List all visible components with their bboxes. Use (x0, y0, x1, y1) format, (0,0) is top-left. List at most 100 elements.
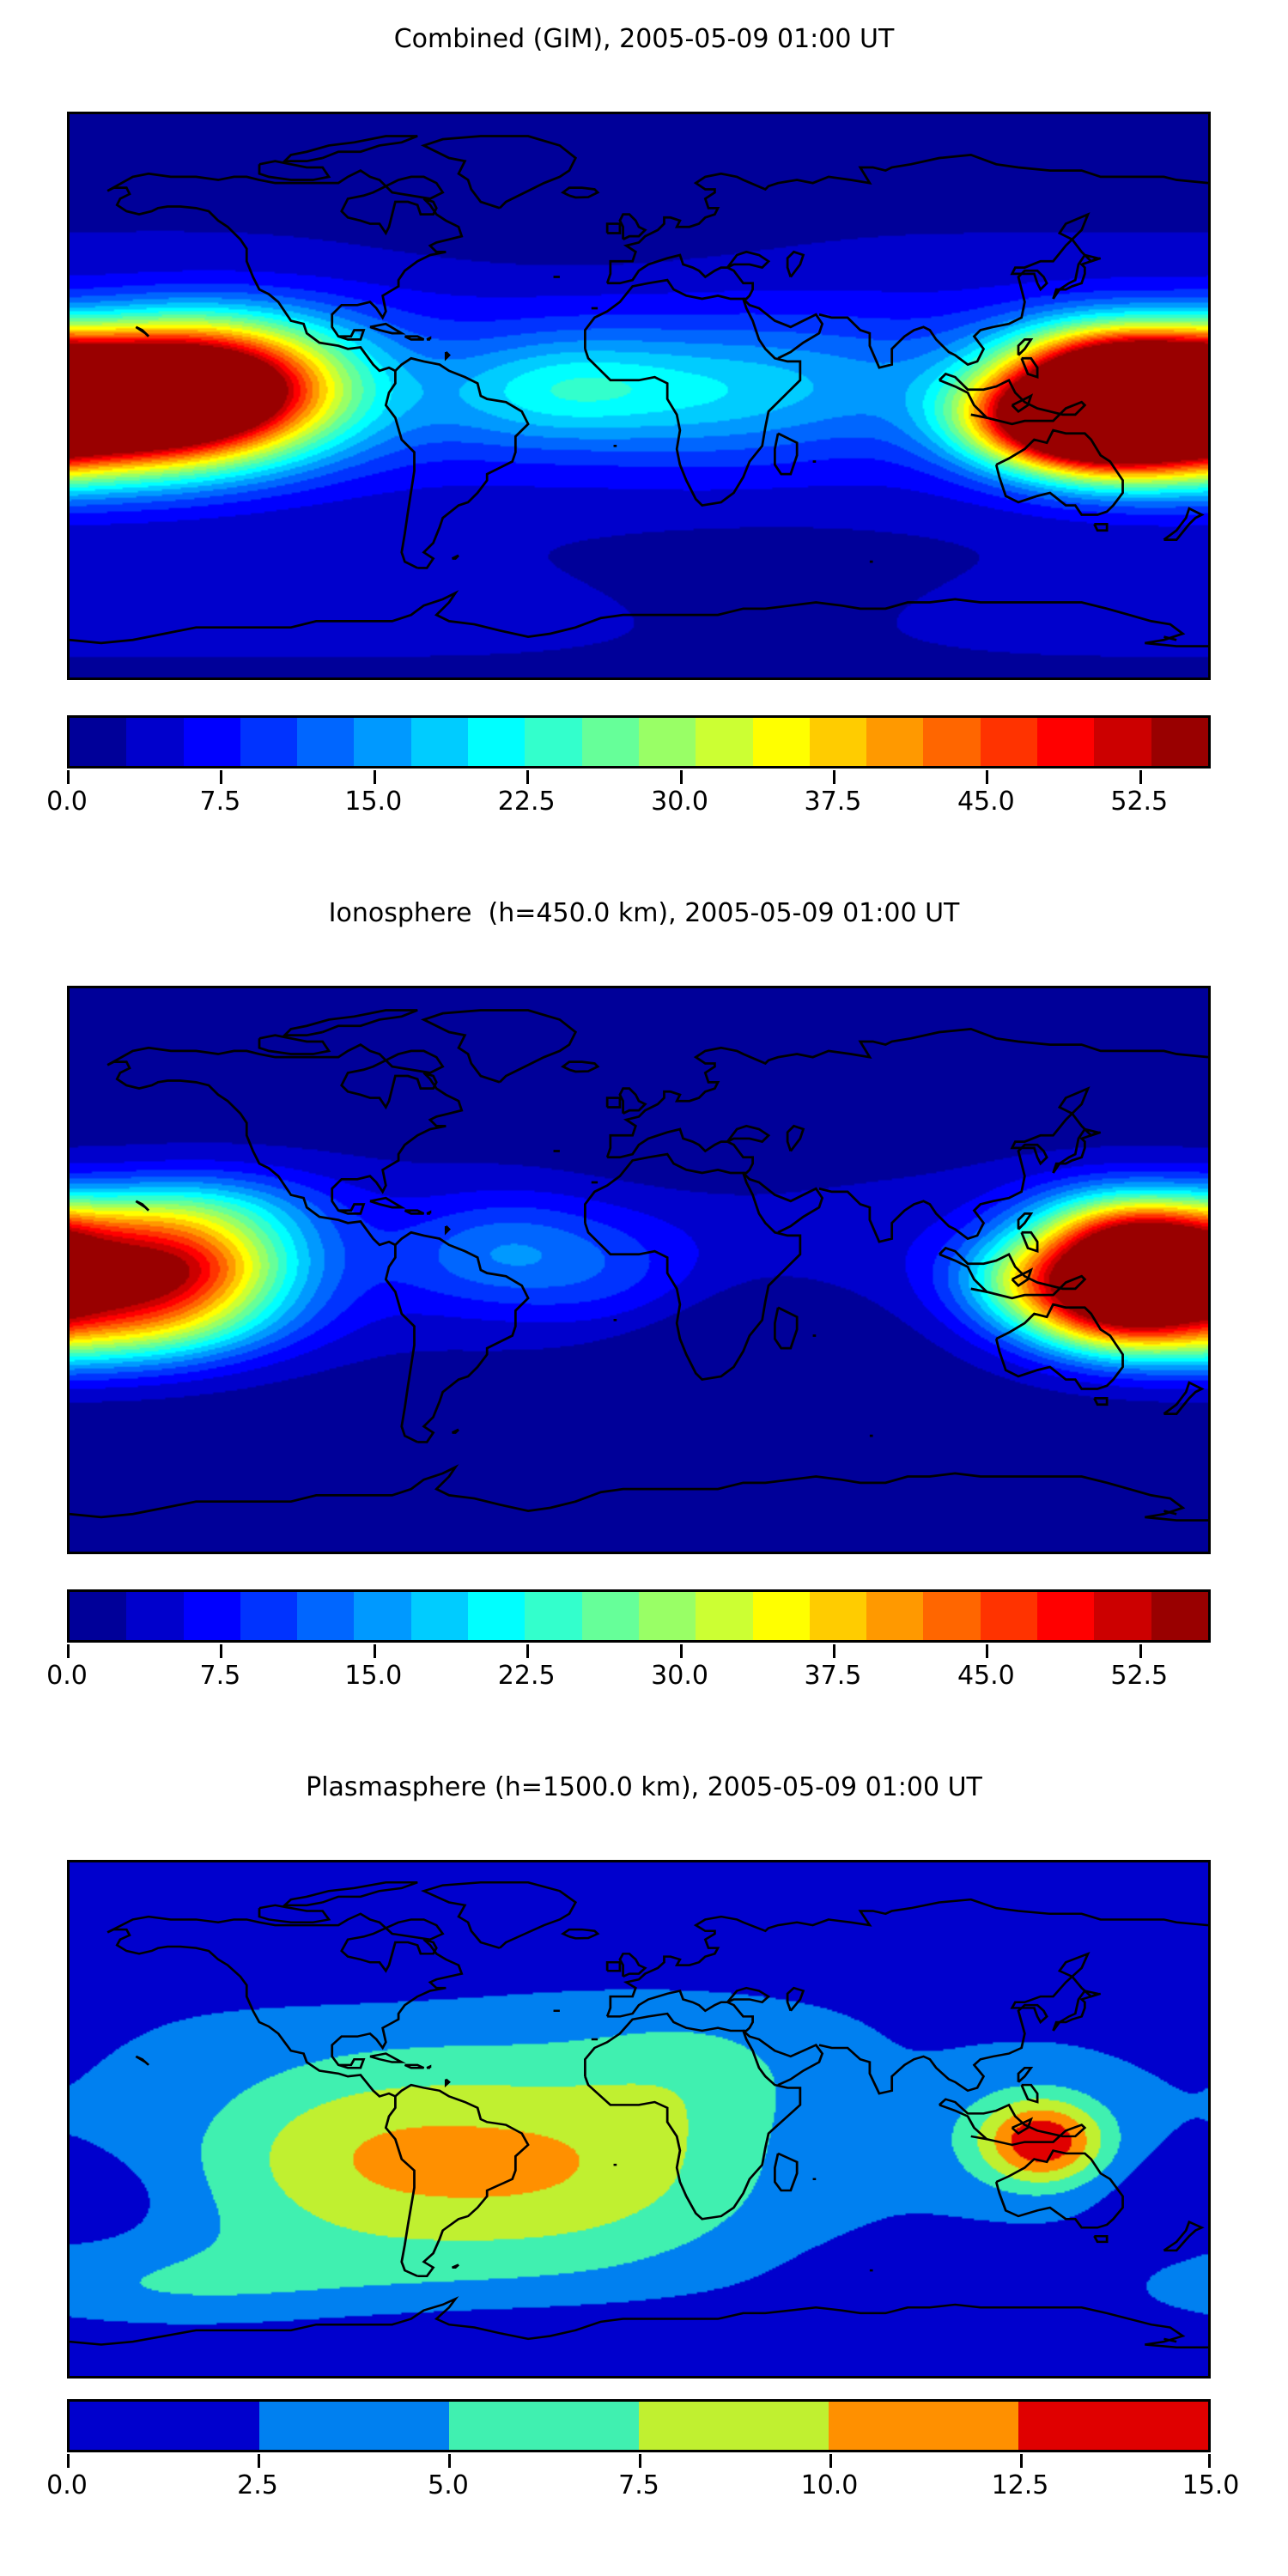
colorbar-tick-label: 22.5 (497, 1661, 556, 1691)
colorbar-tick-label: 52.5 (1110, 787, 1169, 817)
coastline-segment (394, 356, 530, 569)
colorbar-tick (373, 1644, 376, 1658)
coastline-segment (420, 135, 578, 210)
coastline-segment (404, 335, 425, 341)
coastline-segment (106, 1928, 418, 2277)
colorbar-tick-label: 0.0 (46, 1661, 88, 1691)
colorbar-tick-label: 30.0 (651, 787, 708, 817)
colorbar-band (639, 2402, 829, 2450)
coastline-segment (282, 1881, 418, 1907)
coastline-segment (584, 278, 802, 507)
colorbar-tick (220, 1644, 223, 1658)
colorbar-tick-label: 37.5 (804, 787, 862, 817)
coastline-segment (560, 186, 600, 199)
coastline-segment (1052, 253, 1102, 300)
coastline-segment (452, 554, 460, 560)
colorbar-tick (1208, 2454, 1211, 2468)
colorbar-tick (679, 1644, 683, 1658)
coastline-segment (818, 1086, 1102, 1243)
coastline-segment (282, 135, 418, 163)
colorbar-band (581, 1592, 639, 1640)
colorbar-band (70, 1592, 127, 1640)
coastline-segment (135, 1200, 150, 1212)
colorbar-band (638, 1592, 696, 1640)
coastlines-ionosphere (70, 988, 1208, 1552)
colorbar-ionosphere (67, 1589, 1211, 1643)
colorbar-band (468, 1592, 526, 1640)
coastline-segment (70, 1464, 1208, 1522)
coastline-segment (394, 1230, 530, 1443)
colorbar-band (468, 718, 526, 766)
coastline-segment (774, 1306, 799, 1350)
coastline-segment (106, 1060, 418, 1443)
coastlines-combined (70, 114, 1208, 677)
coastline-segment (786, 1124, 805, 1152)
coastline-segment (560, 1928, 600, 1940)
coastline-segment (258, 1034, 331, 1055)
coastline-segment (938, 1246, 1087, 1300)
coastline-segment (426, 2064, 432, 2069)
colorbar-band (923, 718, 981, 766)
coastline-segment (452, 1428, 460, 1434)
colorbar-band (752, 718, 810, 766)
coastline-segment (818, 1951, 1102, 2095)
colorbar-band (410, 1592, 469, 1640)
coastline-segment (605, 222, 622, 234)
panel-title-combined: Combined (GIM), 2005-05-09 01:00 UT (393, 24, 895, 54)
coastline-segment (444, 2078, 451, 2088)
coastline-segment (774, 432, 799, 476)
coastline-segment (970, 1287, 987, 1293)
coastline-segment (426, 336, 432, 341)
colorbar-band (1037, 718, 1095, 766)
colorbar-tick (220, 770, 223, 784)
colorbar-tick (67, 2454, 70, 2468)
coastline-segment (560, 1060, 600, 1073)
colorbar-tick (1139, 770, 1142, 784)
coastline-segment (1011, 393, 1034, 413)
colorbar-band (866, 1592, 924, 1640)
colorbar-tick (832, 1644, 835, 1658)
colorbar-tick-label: 37.5 (804, 1661, 862, 1691)
colorbar-band (70, 2402, 259, 2450)
colorbar-tick (639, 2454, 641, 2468)
coastline-segment (135, 325, 150, 337)
colorbar-band (297, 718, 355, 766)
coastline-segment (404, 1209, 425, 1215)
coastline-segment (618, 213, 647, 241)
coastline-segment (369, 1196, 406, 1209)
coastline-segment (1163, 1381, 1205, 1416)
coastline-segment (1011, 1267, 1034, 1287)
colorbar-band (449, 2402, 639, 2450)
colorbar-band (752, 1592, 810, 1640)
coastline-segment (369, 2052, 406, 2063)
coastline-segment (106, 186, 418, 569)
coastline-segment (444, 1225, 451, 1236)
coastline-segment (1163, 635, 1177, 641)
colorbar-tick (829, 2454, 832, 2468)
coastline-segment (106, 1043, 464, 1215)
coastline-segment (1052, 1990, 1102, 2032)
colorbar-tick-label: 7.5 (199, 787, 241, 817)
coastline-segment (1017, 2066, 1034, 2083)
colorbar-band (696, 718, 753, 766)
colorbar-tick (373, 770, 376, 784)
coastline-segment (786, 1986, 805, 2012)
colorbar-plasmasphere (67, 2399, 1211, 2452)
colorbar-band (525, 718, 582, 766)
coastline-segment (605, 1961, 622, 1972)
map-ionosphere (67, 986, 1211, 1554)
colorbar-tick-label: 45.0 (957, 787, 1015, 817)
coastline-segment (607, 1127, 754, 1175)
colorbar-tick (679, 770, 683, 784)
colorbar-band (1018, 2402, 1208, 2450)
colorbar-band (70, 718, 127, 766)
colorbar-tick (1020, 2454, 1023, 2468)
colorbar-tick-label: 0.0 (46, 2470, 88, 2500)
coastline-segment (605, 1027, 1208, 1158)
colorbar-band (1151, 718, 1208, 766)
colorbar-tick-label: 2.5 (237, 2470, 278, 2500)
colorbar-band (809, 718, 867, 766)
coastline-segment (420, 1881, 578, 1949)
colorbar-band (1094, 1592, 1151, 1640)
coastline-segment (1163, 507, 1205, 542)
